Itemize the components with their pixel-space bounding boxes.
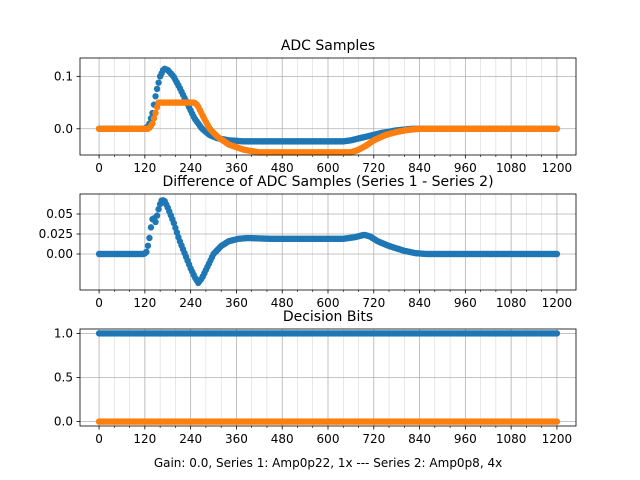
x-tick-label: 120: [133, 432, 156, 446]
y-tick-label: 0.0: [54, 122, 73, 136]
x-tick-label: 0: [95, 161, 103, 175]
x-tick-label: 960: [454, 161, 477, 175]
x-tick-label: 720: [362, 161, 385, 175]
x-tick-label: 720: [362, 432, 385, 446]
x-tick-label: 360: [225, 161, 248, 175]
x-tick-label: 480: [271, 432, 294, 446]
y-tick-label: 1.0: [54, 326, 73, 340]
x-tick-label: 960: [454, 296, 477, 310]
x-tick-label: 480: [271, 296, 294, 310]
data-point: [155, 206, 162, 213]
data-point: [152, 218, 159, 226]
data-point: [153, 212, 161, 219]
data-point: [553, 330, 561, 337]
x-tick-label: 840: [408, 432, 431, 446]
axes-frame: [79, 57, 577, 156]
series-1-markers: [95, 330, 561, 337]
y-tick-label: 0.0: [54, 415, 73, 429]
x-tick-label: 240: [179, 432, 202, 446]
axes-frame: [79, 328, 577, 427]
decision-bits-plot: 0 120 240 360 480 600 720 840 960 1080 1200 0.0 0.5 1…: [54, 309, 577, 446]
x-tick-label: 120: [133, 161, 156, 175]
x-tick-label: 1200: [542, 161, 573, 175]
x-tick-label: 840: [408, 296, 431, 310]
figure-caption: Gain: 0.0, Series 1: Amp0p22, 1x --- Ser…: [154, 456, 502, 470]
series-1-markers: [95, 197, 561, 286]
x-tick-label: 1200: [542, 296, 573, 310]
x-tick-label: 1200: [542, 432, 573, 446]
x-tick-label: 360: [225, 296, 248, 310]
x-tick-label: 480: [271, 161, 294, 175]
data-point: [553, 418, 561, 425]
data-point: [152, 109, 159, 117]
x-tick-label: 1080: [496, 161, 527, 175]
difference-plot: 0 120 240 360 480 600 720 840 960 1080 1200 0.00 0.0…: [39, 174, 577, 310]
data-point: [155, 79, 162, 86]
data-point: [153, 85, 161, 93]
x-tick-label: 360: [225, 432, 248, 446]
x-tick-label: 1080: [496, 296, 527, 310]
data-point: [553, 250, 561, 258]
adc-samples-plot: 0 120 240 360 480 600 720 840 960 1080 1200 0.0 0.1 A…: [54, 38, 577, 175]
series-2-markers: [95, 418, 561, 425]
plot-title: ADC Samples: [281, 38, 375, 54]
x-tick-label: 120: [133, 296, 156, 310]
data-point: [147, 224, 155, 231]
x-tick-label: 0: [95, 432, 103, 446]
x-tick-label: 840: [408, 161, 431, 175]
x-tick-label: 240: [179, 161, 202, 175]
plot-title: Decision Bits: [283, 309, 373, 325]
x-tick-label: 600: [317, 432, 340, 446]
y-tick-label: 0.05: [46, 207, 73, 221]
plot-title: Difference of ADC Samples (Series 1 - Se…: [162, 174, 493, 190]
data-point: [553, 125, 561, 132]
y-tick-label: 0.025: [39, 227, 73, 241]
series-2-markers: [95, 99, 561, 156]
data-point: [143, 248, 150, 256]
x-tick-label: 720: [362, 296, 385, 310]
y-tick-label: 0.00: [46, 247, 73, 261]
x-tick-label: 960: [454, 432, 477, 446]
x-tick-label: 600: [317, 161, 340, 175]
x-tick-label: 1080: [496, 432, 527, 446]
y-tick-label: 0.1: [54, 69, 73, 83]
data-point: [149, 120, 156, 127]
data-point: [150, 115, 158, 122]
x-tick-label: 0: [95, 296, 103, 310]
data-point: [144, 242, 152, 249]
data-point: [146, 234, 153, 242]
x-tick-label: 240: [179, 296, 202, 310]
x-tick-label: 600: [317, 296, 340, 310]
y-tick-label: 0.5: [54, 371, 73, 385]
axes-frame: [79, 193, 577, 291]
data-point: [152, 93, 159, 100]
